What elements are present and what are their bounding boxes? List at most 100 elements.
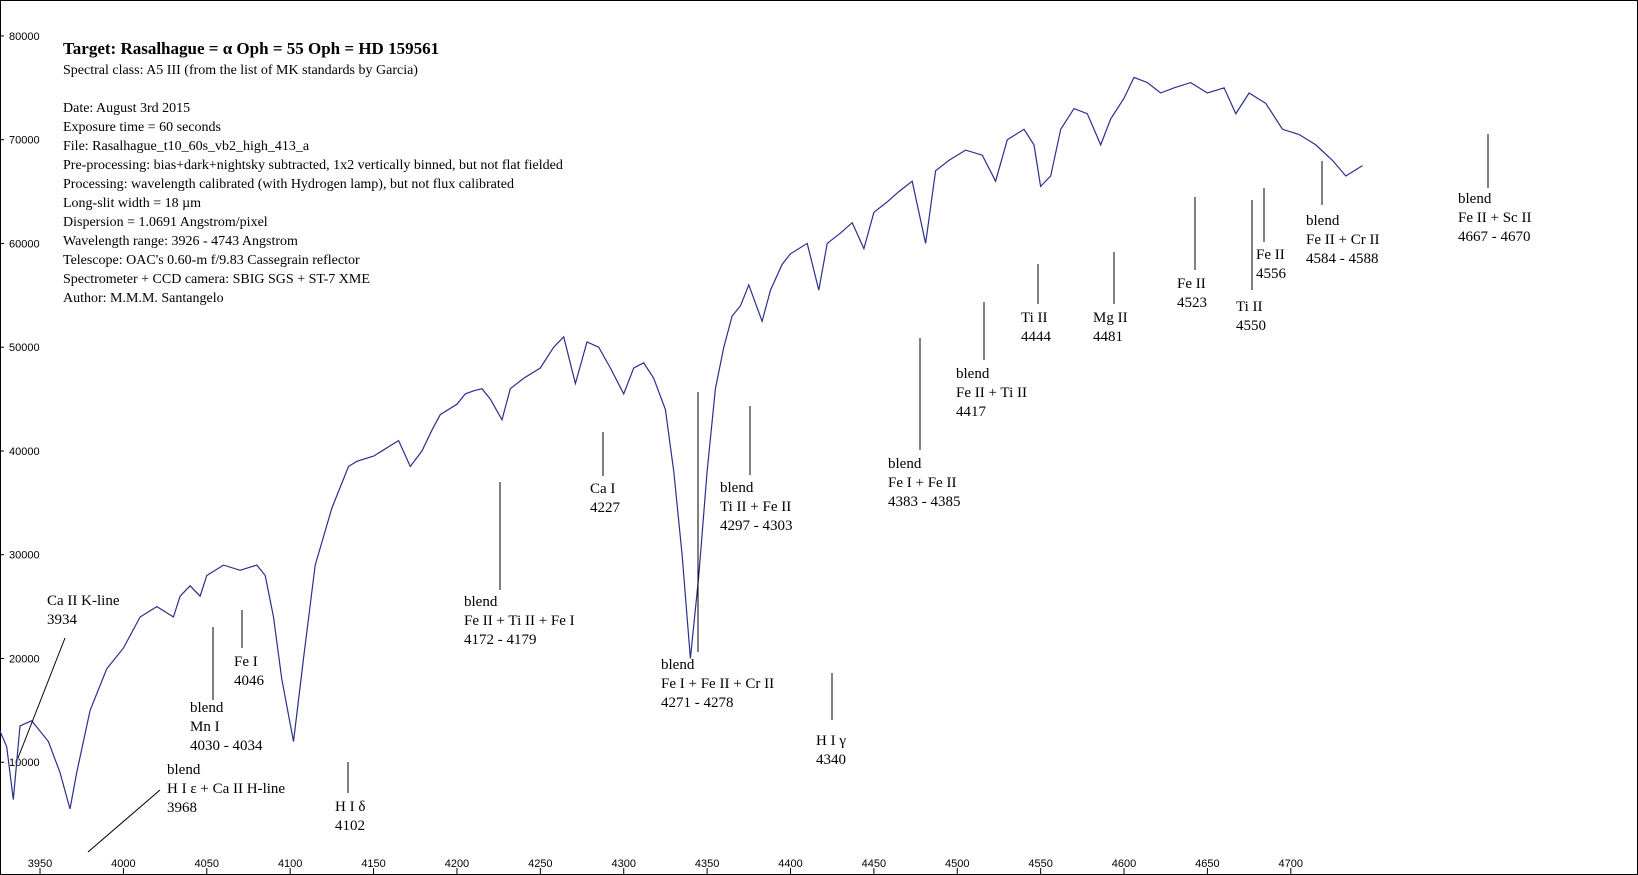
info-line: Telescope: OAC's 0.60-m f/9.83 Cassegrai…	[63, 253, 360, 268]
annotation: Ca II K-line 3934	[17, 593, 120, 759]
annotation-label: 4046	[234, 673, 265, 689]
annotation-label: blend	[661, 657, 695, 673]
info-line: Author: M.M.M. Santangelo	[63, 291, 224, 306]
annotation-label: Ca II K-line	[47, 593, 120, 609]
info-line: Date: August 3rd 2015	[63, 101, 190, 116]
annotation: blend Fe II + Sc II 4667 - 4670	[1458, 134, 1531, 245]
x-tick-label: 3950	[28, 858, 52, 870]
x-tick-label: 4150	[361, 858, 385, 870]
annotation: blend Fe I + Fe II + Cr II 4271 - 4278	[661, 392, 774, 711]
annotation-label: Fe I	[234, 654, 258, 670]
info-line: Spectrometer + CCD camera: SBIG SGS + ST…	[63, 272, 370, 287]
annotation: H I γ 4340	[816, 673, 846, 768]
x-tick-label: 4350	[695, 858, 719, 870]
x-tick-label: 4550	[1028, 858, 1052, 870]
annotation-label: Mg II	[1093, 310, 1128, 326]
annotation: blend Fe II + Ti II 4417	[956, 302, 1027, 420]
annotation-label: 4444	[1021, 329, 1052, 345]
annotation-label: Mn I	[190, 719, 220, 735]
annotation-label: 4271 - 4278	[661, 695, 734, 711]
annotation: blend H I ε + Ca II H-line 3968	[87, 762, 285, 853]
spectrum-line	[0, 76, 1363, 810]
y-tick-label: 40000	[9, 446, 40, 458]
annotation-label: 4340	[816, 752, 846, 768]
y-tick-label: 30000	[9, 550, 40, 562]
y-axis: 10000 20000 30000 40000 50000 60000 70000 80000	[0, 31, 40, 769]
info-block: Target: Rasalhague = α Oph = 55 Oph = HD…	[63, 39, 563, 306]
annotation: blend Fe I + Fe II 4383 - 4385	[888, 338, 961, 510]
annotation: Fe II 4523	[1177, 197, 1207, 311]
annotation: Mg II 4481	[1093, 252, 1128, 345]
x-tick-label: 4500	[945, 858, 969, 870]
annotation-label: Fe I + Fe II + Cr II	[661, 676, 774, 692]
info-line: Spectral class: A5 III (from the list of…	[63, 63, 418, 78]
annotation-label: 4417	[956, 404, 987, 420]
y-tick-label: 70000	[9, 135, 40, 147]
annotation-label: H I δ	[335, 799, 365, 815]
annotation: Ti II 4550	[1236, 200, 1266, 334]
y-tick-label: 10000	[9, 757, 40, 769]
annotation: Fe I 4046	[234, 610, 265, 689]
annotation: Fe II 4556	[1256, 188, 1287, 282]
annotation-label: blend	[720, 480, 754, 496]
annotation-label: 4481	[1093, 329, 1123, 345]
annotation: blend Mn I 4030 - 4034	[190, 627, 263, 754]
info-title: Target: Rasalhague = α Oph = 55 Oph = HD…	[63, 39, 439, 58]
annotation-label: Ti II	[1236, 299, 1263, 315]
info-line: Processing: wavelength calibrated (with …	[63, 177, 514, 192]
annotation-label: 4667 - 4670	[1458, 229, 1531, 245]
info-line: Dispersion = 1.0691 Angstrom/pixel	[63, 215, 268, 230]
line-annotations: Ca II K-line 3934 blend H I ε + Ca II H-lin…	[17, 134, 1531, 853]
annotation-label: Ca I	[590, 481, 615, 497]
info-line: Pre-processing: bias+dark+nightsky subtr…	[63, 158, 563, 173]
x-tick-label: 4700	[1279, 858, 1303, 870]
x-tick-label: 4050	[195, 858, 219, 870]
y-tick-label: 20000	[9, 653, 40, 665]
annotation-label: Fe II + Sc II	[1458, 210, 1531, 226]
annotation-label: 4030 - 4034	[190, 738, 263, 754]
x-tick-label: 4400	[778, 858, 802, 870]
x-tick-label: 4100	[278, 858, 302, 870]
annotation-label: 4227	[590, 500, 621, 516]
annotation-label: H I ε + Ca II H-line	[167, 781, 285, 797]
annotation-label: Fe I + Fe II	[888, 475, 956, 491]
annotation-label: 4556	[1256, 266, 1287, 282]
annotation-leader	[87, 789, 161, 853]
x-tick-label: 4650	[1195, 858, 1219, 870]
annotation-label: 4172 - 4179	[464, 632, 537, 648]
annotation: blend Fe II + Ti II + Fe I 4172 - 4179	[464, 482, 575, 648]
annotation-label: 4102	[335, 818, 365, 834]
annotation-label: blend	[1306, 213, 1340, 229]
annotation-label: Ti II	[1021, 310, 1048, 326]
x-tick-label: 4250	[528, 858, 552, 870]
info-line: Wavelength range: 3926 - 4743 Angstrom	[63, 234, 298, 249]
annotation-label: blend	[190, 700, 224, 716]
annotation-label: Ti II + Fe II	[720, 499, 791, 515]
annotation-label: 4297 - 4303	[720, 518, 793, 534]
annotation-leader	[17, 637, 66, 759]
annotation: blend Fe II + Cr II 4584 - 4588	[1306, 161, 1379, 267]
x-tick-label: 4600	[1112, 858, 1136, 870]
annotation-label: 3934	[47, 612, 78, 628]
x-tick-label: 4000	[111, 858, 135, 870]
annotation-label: Fe II + Cr II	[1306, 232, 1379, 248]
annotation: Ti II 4444	[1021, 264, 1052, 345]
annotation-label: blend	[888, 456, 922, 472]
annotation-label: 4523	[1177, 295, 1207, 311]
annotation-label: blend	[956, 366, 990, 382]
info-line: Exposure time = 60 seconds	[63, 120, 221, 135]
annotation: H I δ 4102	[335, 762, 365, 834]
annotation-label: blend	[167, 762, 201, 778]
info-line: File: Rasalhague_t10_60s_vb2_high_413_a	[63, 139, 310, 154]
annotation-label: blend	[464, 594, 498, 610]
annotation-label: Fe II + Ti II + Fe I	[464, 613, 575, 629]
annotation-label: 4383 - 4385	[888, 494, 961, 510]
annotation-label: Fe II	[1177, 276, 1206, 292]
x-tick-label: 4300	[611, 858, 635, 870]
annotation-label: 4550	[1236, 318, 1266, 334]
y-tick-label: 80000	[9, 31, 40, 43]
y-tick-label: 50000	[9, 342, 40, 354]
x-tick-label: 4450	[862, 858, 886, 870]
y-tick-label: 60000	[9, 238, 40, 250]
